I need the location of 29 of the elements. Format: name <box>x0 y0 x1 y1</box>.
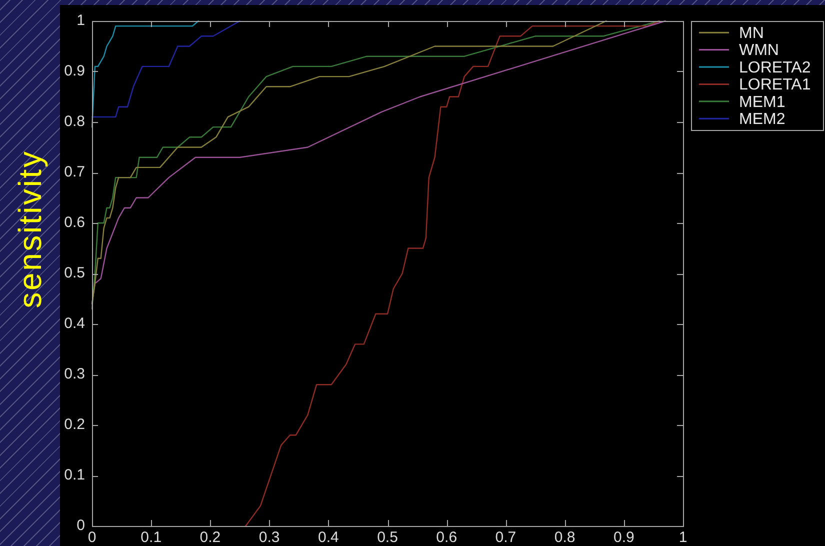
y-tick-label: 1 <box>76 12 85 30</box>
y-tick-label: 0.3 <box>64 366 85 383</box>
y-tick-label: 0.4 <box>64 315 85 332</box>
x-tick-label: 0.6 <box>436 529 458 546</box>
x-tick-label: 0.3 <box>258 529 280 546</box>
x-tick-label: 0.1 <box>140 529 162 546</box>
legend-label: LORETA2 <box>739 59 811 76</box>
legend-label: MEM1 <box>739 94 786 111</box>
x-tick-label: 0.9 <box>613 529 634 546</box>
x-tick-label: 0.7 <box>495 529 516 546</box>
legend-label: MEM2 <box>739 111 786 128</box>
y-tick-label: 0.5 <box>64 264 85 282</box>
x-tick-label: 0.5 <box>377 529 398 546</box>
y-tick-label: 0 <box>76 517 85 534</box>
x-tick-label: 0.4 <box>318 529 339 546</box>
x-tick-label: 0.2 <box>200 529 221 546</box>
y-tick-label: 0.6 <box>64 214 85 232</box>
y-tick-label: 0.1 <box>64 466 85 484</box>
y-tick-label: 0.9 <box>64 62 85 80</box>
x-tick-label: 0.8 <box>554 529 576 546</box>
y-tick-label: 0.8 <box>64 113 85 130</box>
legend-label: WMN <box>739 42 779 60</box>
x-tick-label: 1 <box>678 529 688 546</box>
y-axis-title: sensitivity <box>12 150 48 308</box>
legend-label: LORETA1 <box>739 76 811 94</box>
x-tick-label: 0 <box>88 529 96 546</box>
y-tick-label: 0.2 <box>64 416 85 434</box>
legend-label: MN <box>739 25 764 42</box>
y-tick-label: 0.7 <box>64 164 85 181</box>
